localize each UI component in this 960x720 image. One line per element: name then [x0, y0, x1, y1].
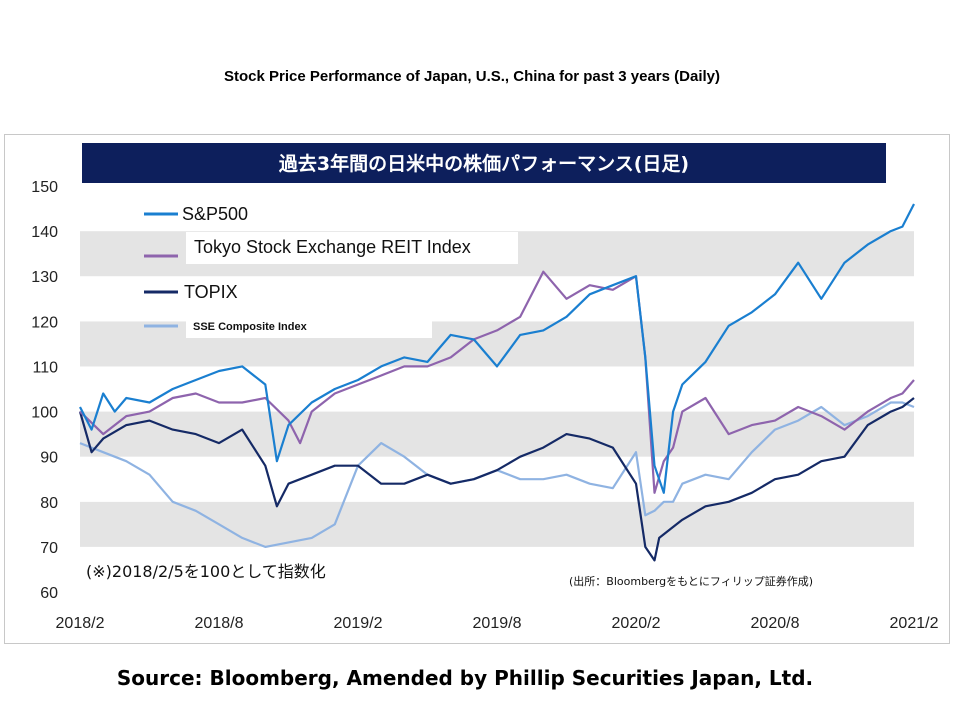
x-tick-label: 2018/2: [56, 615, 105, 632]
legend-label-2: TOPIX: [184, 282, 238, 302]
series-line-s-p500: [79, 203, 915, 494]
y-tick-label: 60: [40, 585, 58, 602]
grid-band: [80, 366, 914, 412]
legend: S&P500 Tokyo Stock Exchange REIT Index T…: [144, 204, 518, 338]
series-line-sse-composite-index: [79, 401, 915, 549]
x-tick-label: 2019/8: [473, 615, 522, 632]
y-tick-label: 70: [40, 540, 58, 557]
grid-band: [80, 411, 914, 457]
chart-title-banner: [82, 143, 886, 183]
grid-band: [80, 546, 914, 592]
series-line-tokyo-stock-exchange-reit-index: [79, 270, 915, 494]
y-tick-label: 130: [31, 269, 58, 286]
chart-note: (※)2018/2/5を100として指数化: [86, 562, 326, 581]
x-tick-label: 2018/8: [195, 615, 244, 632]
legend-label-1: Tokyo Stock Exchange REIT Index: [194, 237, 471, 257]
chart-title: 過去3年間の日米中の株価パフォーマンス(日足): [279, 152, 689, 175]
grid-band: [80, 276, 914, 322]
x-tick-label: 2020/2: [612, 615, 661, 632]
series-lines: [78, 203, 915, 562]
legend-bg-reit: [186, 232, 518, 264]
grid-band: [80, 456, 914, 502]
page-title: Stock Price Performance of Japan, U.S., …: [223, 68, 720, 85]
y-tick-label: 110: [32, 359, 58, 376]
chart-credit: (出所：Bloombergをもとにフィリップ証券作成): [569, 574, 813, 588]
x-axis-ticks: 2018/2 2018/8 2019/2 2019/8 2020/2 2020/8 2021…: [56, 615, 939, 632]
grid-band: [80, 501, 914, 547]
x-tick-label: 2020/8: [751, 615, 800, 632]
x-tick-label: 2019/2: [334, 615, 383, 632]
grid-band: [80, 186, 914, 232]
y-axis-ticks: 60 70 80 90 100 110 120 130 140 150: [31, 179, 58, 602]
series-line-topix: [78, 397, 915, 562]
y-tick-label: 90: [40, 450, 58, 467]
legend-label-3: SSE Composite Index: [193, 321, 308, 333]
source-caption: Source: Bloomberg, Amended by Phillip Se…: [116, 666, 814, 690]
legend-bg-sse: [186, 316, 432, 338]
legend-label-0: S&P500: [182, 204, 248, 224]
y-tick-label: 140: [31, 224, 58, 241]
y-tick-label: 150: [31, 179, 58, 196]
y-tick-label: 100: [31, 405, 58, 422]
y-tick-label: 80: [40, 495, 58, 512]
y-tick-label: 120: [31, 314, 58, 331]
x-tick-label: 2021/2: [890, 615, 939, 632]
grid-bands: [80, 186, 914, 592]
